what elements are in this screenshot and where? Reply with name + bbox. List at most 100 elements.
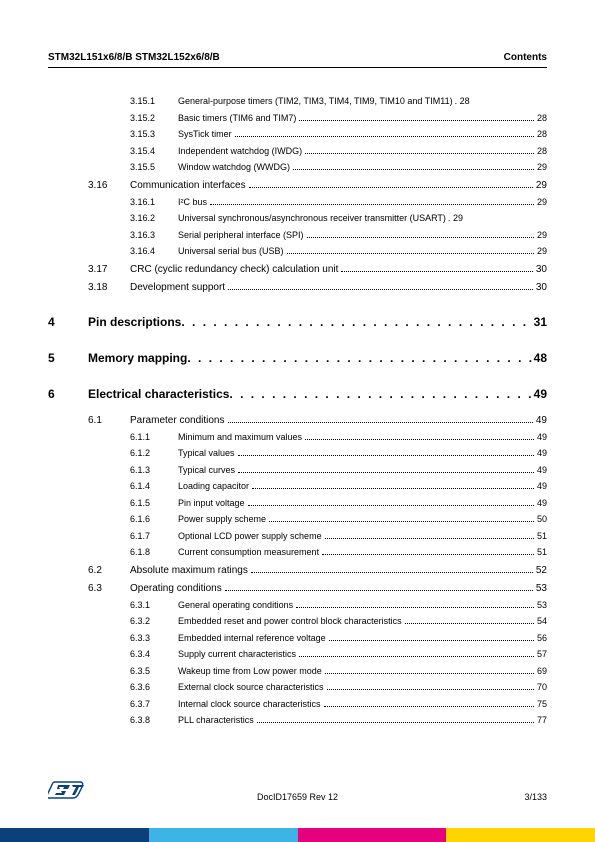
toc-leader-dots (299, 656, 534, 657)
toc-leader-dots (329, 640, 534, 641)
toc-row: 3.16.3Serial peripheral interface (SPI) … (48, 229, 547, 243)
toc-row: 3.15.5Window watchdog (WWDG) 29 (48, 161, 547, 175)
toc-title: Communication interfaces (130, 178, 246, 193)
toc-page: 29 (537, 229, 547, 243)
toc-page: 53 (536, 581, 547, 596)
toc-section-number: 3.17 (88, 262, 130, 277)
toc-subsection-number: 6.3.6 (130, 681, 178, 695)
toc-chapter-number: 5 (48, 349, 88, 367)
toc-leader-dots: . . . . . . . . . . . . . . . . . . . . … (229, 385, 533, 403)
toc-subsection-number: 3.15.2 (130, 112, 178, 126)
toc-row: 3.15.3SysTick timer 28 (48, 128, 547, 142)
toc-subsection-number: 6.3.8 (130, 714, 178, 728)
toc-title: Window watchdog (WWDG) (178, 161, 290, 175)
toc-subsection-number: 6.1.1 (130, 431, 178, 445)
toc-row: 6.1.1Minimum and maximum values 49 (48, 431, 547, 445)
toc-subsection-number: 3.15.4 (130, 145, 178, 159)
toc-title: Optional LCD power supply scheme (178, 530, 322, 544)
toc-title: Embedded internal reference voltage (178, 632, 326, 646)
toc-title: Parameter conditions (130, 413, 225, 428)
toc-leader-dots (238, 455, 534, 456)
toc-row: 6.1.2Typical values 49 (48, 447, 547, 461)
toc-leader-dots (405, 623, 534, 624)
toc-subsection-number: 3.15.1 (130, 95, 178, 109)
toc-page: 53 (537, 599, 547, 613)
toc-section-number: 3.16 (88, 178, 130, 193)
toc-title: General operating conditions (178, 599, 293, 613)
toc-leader-dots (251, 572, 533, 573)
toc-row: 6.1.4Loading capacitor 49 (48, 480, 547, 494)
toc-page: 77 (537, 714, 547, 728)
toc-subsection-number: 3.16.4 (130, 245, 178, 259)
toc-leader-dots (228, 289, 533, 290)
toc-title: Operating conditions (130, 581, 222, 596)
toc-leader-dots (257, 722, 534, 723)
toc-page: 54 (537, 615, 547, 629)
toc-title: Power supply scheme (178, 513, 266, 527)
toc-title: External clock source characteristics (178, 681, 324, 695)
toc-page: 56 (537, 632, 547, 646)
page-footer: DocID17659 Rev 12 3/133 (48, 778, 547, 802)
color-bar-segment (446, 828, 595, 842)
toc-leader-dots (322, 554, 534, 555)
toc-leader-dots (341, 271, 532, 272)
toc-row: 3.16.2Universal synchronous/asynchronous… (48, 212, 547, 226)
toc-page: 49 (537, 431, 547, 445)
toc-row: 3.16Communication interfaces 29 (48, 178, 547, 193)
toc-row: 3.16.4Universal serial bus (USB) 29 (48, 245, 547, 259)
toc-leader-dots (305, 439, 534, 440)
toc-page: . 29 (448, 212, 463, 226)
toc-page: 49 (537, 464, 547, 478)
toc-row: 3.16.1I²C bus 29 (48, 196, 547, 210)
footer-pagenum: 3/133 (524, 792, 547, 802)
toc-title: Absolute maximum ratings (130, 563, 248, 578)
toc-title: Pin descriptions (88, 313, 181, 331)
toc-page: 31 (534, 313, 547, 331)
toc-page: 28 (537, 128, 547, 142)
toc-title: Universal synchronous/asynchronous recei… (178, 212, 446, 226)
toc-subsection-number: 3.15.5 (130, 161, 178, 175)
toc-leader-dots (248, 505, 534, 506)
header-rule (48, 67, 547, 68)
table-of-contents: 3.15.1General-purpose timers (TIM2, TIM3… (48, 95, 547, 731)
toc-subsection-number: 6.1.7 (130, 530, 178, 544)
toc-row: 6Electrical characteristics . . . . . . … (48, 385, 547, 403)
toc-leader-dots (210, 204, 534, 205)
toc-page: 75 (537, 698, 547, 712)
toc-page: 49 (537, 497, 547, 511)
toc-page: 29 (537, 245, 547, 259)
toc-title: I²C bus (178, 196, 207, 210)
toc-subsection-number: 6.1.6 (130, 513, 178, 527)
toc-row: 6.3Operating conditions 53 (48, 581, 547, 596)
toc-page: 29 (536, 178, 547, 193)
toc-leader-dots (238, 472, 534, 473)
toc-section-number: 6.1 (88, 413, 130, 428)
toc-section-number: 3.18 (88, 280, 130, 295)
toc-page: 69 (537, 665, 547, 679)
toc-row: 6.3.2Embedded reset and power control bl… (48, 615, 547, 629)
footer-docid: DocID17659 Rev 12 (257, 792, 338, 802)
header-right: Contents (504, 52, 547, 63)
page-header: STM32L151x6/8/B STM32L152x6/8/B Contents (48, 52, 547, 63)
toc-leader-dots: . . . . . . . . . . . . . . . . . . . . … (187, 349, 533, 367)
toc-page: 30 (536, 262, 547, 277)
toc-leader-dots (252, 488, 534, 489)
toc-subsection-number: 6.3.2 (130, 615, 178, 629)
toc-page: 50 (537, 513, 547, 527)
toc-leader-dots: . . . . . . . . . . . . . . . . . . . . … (181, 313, 533, 331)
toc-subsection-number: 6.1.3 (130, 464, 178, 478)
toc-title: Development support (130, 280, 225, 295)
toc-leader-dots (287, 253, 534, 254)
toc-row: 3.15.4Independent watchdog (IWDG) 28 (48, 145, 547, 159)
toc-page: 29 (537, 196, 547, 210)
toc-row: 6.1.6Power supply scheme 50 (48, 513, 547, 527)
toc-title: PLL characteristics (178, 714, 254, 728)
color-bar-segment (0, 828, 149, 842)
toc-title: Basic timers (TIM6 and TIM7) (178, 112, 296, 126)
toc-subsection-number: 3.16.1 (130, 196, 178, 210)
toc-page: 52 (536, 563, 547, 578)
toc-leader-dots (324, 706, 534, 707)
toc-title: Current consumption measurement (178, 546, 319, 560)
toc-leader-dots (293, 169, 534, 170)
toc-section-number: 6.2 (88, 563, 130, 578)
